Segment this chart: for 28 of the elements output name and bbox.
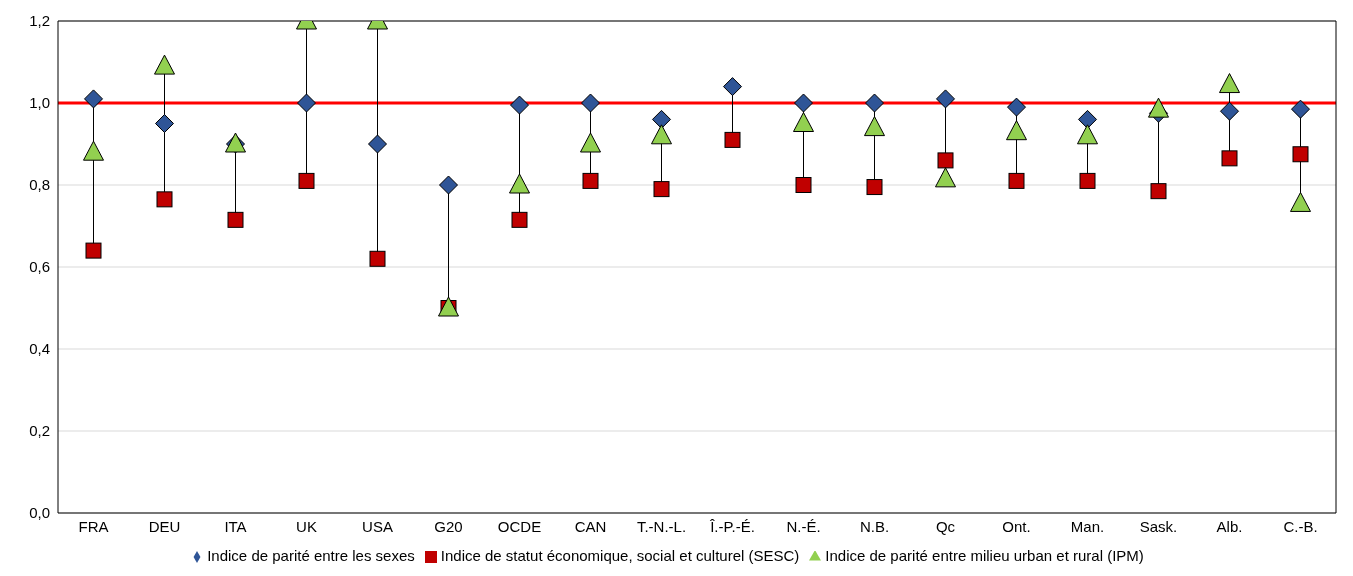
y-tick-label: 0,8 <box>29 176 50 194</box>
legend-label: Indice de parité entre les sexes <box>207 547 415 564</box>
x-tick-label: Alb. <box>1216 517 1243 535</box>
x-tick-label: N.-É. <box>786 517 821 535</box>
x-tick-label: Man. <box>1070 517 1105 535</box>
y-tick-label: 0,4 <box>29 340 50 358</box>
y-tick-label: 1,0 <box>29 94 50 112</box>
x-tick-label: N.B. <box>859 517 890 535</box>
y-tick-label: 0,6 <box>29 258 50 276</box>
x-tick-label: UK <box>296 517 317 535</box>
x-tick-label: Sask. <box>1139 517 1178 535</box>
x-tick-label: OCDE <box>497 517 542 535</box>
x-tick-label: Qc <box>935 517 956 535</box>
x-tick-label: CAN <box>574 517 607 535</box>
y-tick-label: 0,0 <box>29 504 50 522</box>
legend-label: Indice de statut économique, social et culturel (SESC) <box>440 547 800 564</box>
x-tick-label: T.-N.-L. <box>636 517 687 535</box>
y-tick-label: 0,2 <box>29 422 50 440</box>
x-tick-label: Ont. <box>1002 517 1031 535</box>
x-tick-label: DEU <box>148 517 181 535</box>
x-tick-label: USA <box>362 517 393 535</box>
x-tick-label: ITA <box>224 517 247 535</box>
x-tick-label: Î.-P.-É. <box>709 517 755 535</box>
x-tick-label: G20 <box>434 517 463 535</box>
x-tick-label: C.-B. <box>1283 517 1318 535</box>
x-tick-label: FRA <box>78 517 109 535</box>
y-tick-label: 1,2 <box>29 12 50 30</box>
legend-label: Indice de parité entre milieu urban et rural (IPM) <box>825 547 1144 564</box>
